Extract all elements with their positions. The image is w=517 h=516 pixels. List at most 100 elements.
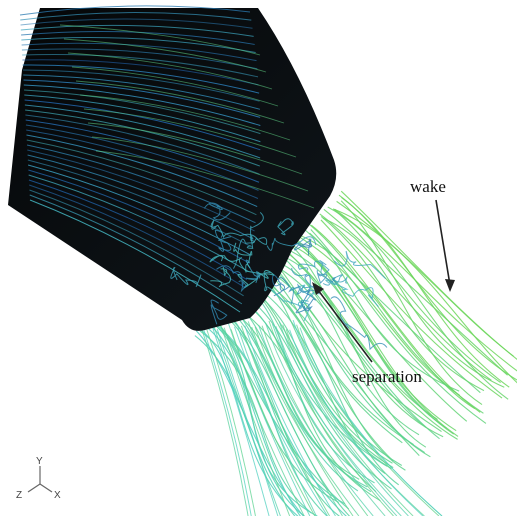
surface-streamline bbox=[23, 74, 261, 110]
separation-streamline bbox=[170, 267, 202, 288]
wake-streamline bbox=[276, 264, 442, 432]
surface-streamline bbox=[63, 38, 267, 73]
wake-streamline bbox=[285, 249, 458, 440]
surface-streamline bbox=[25, 124, 259, 191]
separation-streamline bbox=[295, 289, 317, 314]
separation-streamline bbox=[272, 274, 291, 297]
wake-streamline bbox=[227, 320, 311, 516]
surface-streamline bbox=[25, 114, 260, 175]
separation-streamline bbox=[294, 238, 313, 256]
surface-streamline bbox=[67, 52, 273, 90]
separation-streamline bbox=[277, 218, 294, 236]
wake-streamline bbox=[289, 329, 424, 516]
surface-streamline bbox=[75, 80, 285, 124]
wake-streamline bbox=[308, 223, 484, 414]
wake-streamline bbox=[278, 321, 409, 516]
surface-streamline bbox=[22, 59, 259, 86]
surface-streamline bbox=[79, 94, 291, 141]
surface-streamline bbox=[23, 79, 261, 118]
wake-streamline bbox=[268, 261, 427, 428]
separation-arrow bbox=[312, 282, 373, 363]
wake-streamline bbox=[285, 329, 414, 516]
separation-streamline bbox=[266, 236, 317, 251]
wake-streamline bbox=[293, 247, 444, 438]
surface-streamline bbox=[59, 24, 261, 56]
surface-streamline bbox=[26, 129, 259, 199]
separation-label: separation bbox=[352, 367, 422, 386]
wake-streamline bbox=[309, 232, 460, 392]
wake-streamline bbox=[199, 323, 249, 516]
wake-streamline bbox=[198, 327, 299, 516]
wake-streamline bbox=[265, 322, 386, 516]
wake-streamline bbox=[310, 224, 481, 413]
surface-streamline bbox=[24, 94, 261, 143]
separation-streamline bbox=[237, 269, 275, 289]
wake-streamline bbox=[275, 326, 398, 516]
wake-streamline bbox=[240, 325, 330, 516]
surface-streamline bbox=[23, 84, 261, 126]
separation-streamline bbox=[297, 260, 330, 276]
separation-streamline bbox=[210, 266, 231, 288]
wake-streamline bbox=[296, 324, 440, 516]
surface-streamline bbox=[22, 53, 259, 78]
surface-streamline bbox=[22, 64, 260, 94]
wake-streamline bbox=[231, 303, 359, 492]
separation-streamline bbox=[330, 296, 388, 351]
wake-streamline bbox=[202, 328, 252, 516]
separation-streamline bbox=[210, 299, 228, 325]
wake-streamline bbox=[327, 206, 509, 400]
wake-streamline bbox=[268, 261, 426, 454]
separation-streamline bbox=[245, 259, 261, 284]
wake-streamline bbox=[223, 327, 305, 516]
surface-streamline bbox=[20, 24, 254, 37]
surface-streamline bbox=[83, 108, 297, 158]
axis-z-label: Z bbox=[16, 490, 22, 501]
wake-streamline bbox=[282, 324, 425, 516]
surface-streamline bbox=[71, 66, 279, 107]
separation-streamline bbox=[203, 202, 231, 221]
wake-streamline bbox=[280, 247, 438, 420]
surface-streamline bbox=[27, 149, 255, 232]
wake-streamline bbox=[247, 321, 343, 516]
separation-streamline bbox=[216, 265, 247, 293]
surface-streamline bbox=[27, 164, 252, 256]
surface-streamline bbox=[29, 199, 241, 313]
surface-streamline bbox=[29, 184, 246, 289]
wake-streamline bbox=[251, 326, 360, 516]
wake-streamline bbox=[333, 209, 501, 384]
separation-streamlines bbox=[170, 202, 388, 351]
surface-streamlines bbox=[19, 5, 315, 313]
surface-streamline bbox=[87, 122, 303, 175]
wake-streamline bbox=[230, 329, 316, 516]
separation-streamline bbox=[233, 242, 253, 273]
separation-streamline bbox=[316, 269, 337, 284]
surface-streamline bbox=[26, 139, 257, 216]
wake-streamline bbox=[299, 327, 443, 516]
surface-streamline bbox=[27, 159, 253, 248]
wake-streamline bbox=[206, 329, 256, 516]
wake-streamline bbox=[216, 329, 279, 516]
separation-streamline bbox=[325, 279, 379, 307]
wake-streamline bbox=[209, 320, 270, 516]
surface-streamline bbox=[26, 144, 256, 224]
wake-streamline bbox=[213, 325, 281, 516]
separation-streamline bbox=[288, 274, 311, 305]
separation-streamline bbox=[210, 219, 259, 241]
surface-streamline bbox=[24, 89, 261, 135]
surface-streamline bbox=[21, 36, 256, 54]
wake-streamline bbox=[284, 256, 427, 448]
wake-streamline bbox=[261, 325, 369, 516]
surface-streamline bbox=[21, 42, 257, 62]
wake-streamline bbox=[258, 324, 374, 516]
axis-triad: Y Z X bbox=[16, 456, 61, 501]
surface-streamline bbox=[26, 134, 258, 208]
wake-streamline bbox=[310, 229, 487, 424]
wake-streamline bbox=[323, 208, 508, 376]
separation-streamline bbox=[289, 284, 315, 322]
axis-x-label: X bbox=[54, 490, 61, 501]
surface-streamline bbox=[19, 5, 251, 16]
separation-streamline bbox=[291, 267, 320, 295]
surface-streamline bbox=[29, 194, 243, 305]
surface-streamline bbox=[21, 48, 258, 70]
